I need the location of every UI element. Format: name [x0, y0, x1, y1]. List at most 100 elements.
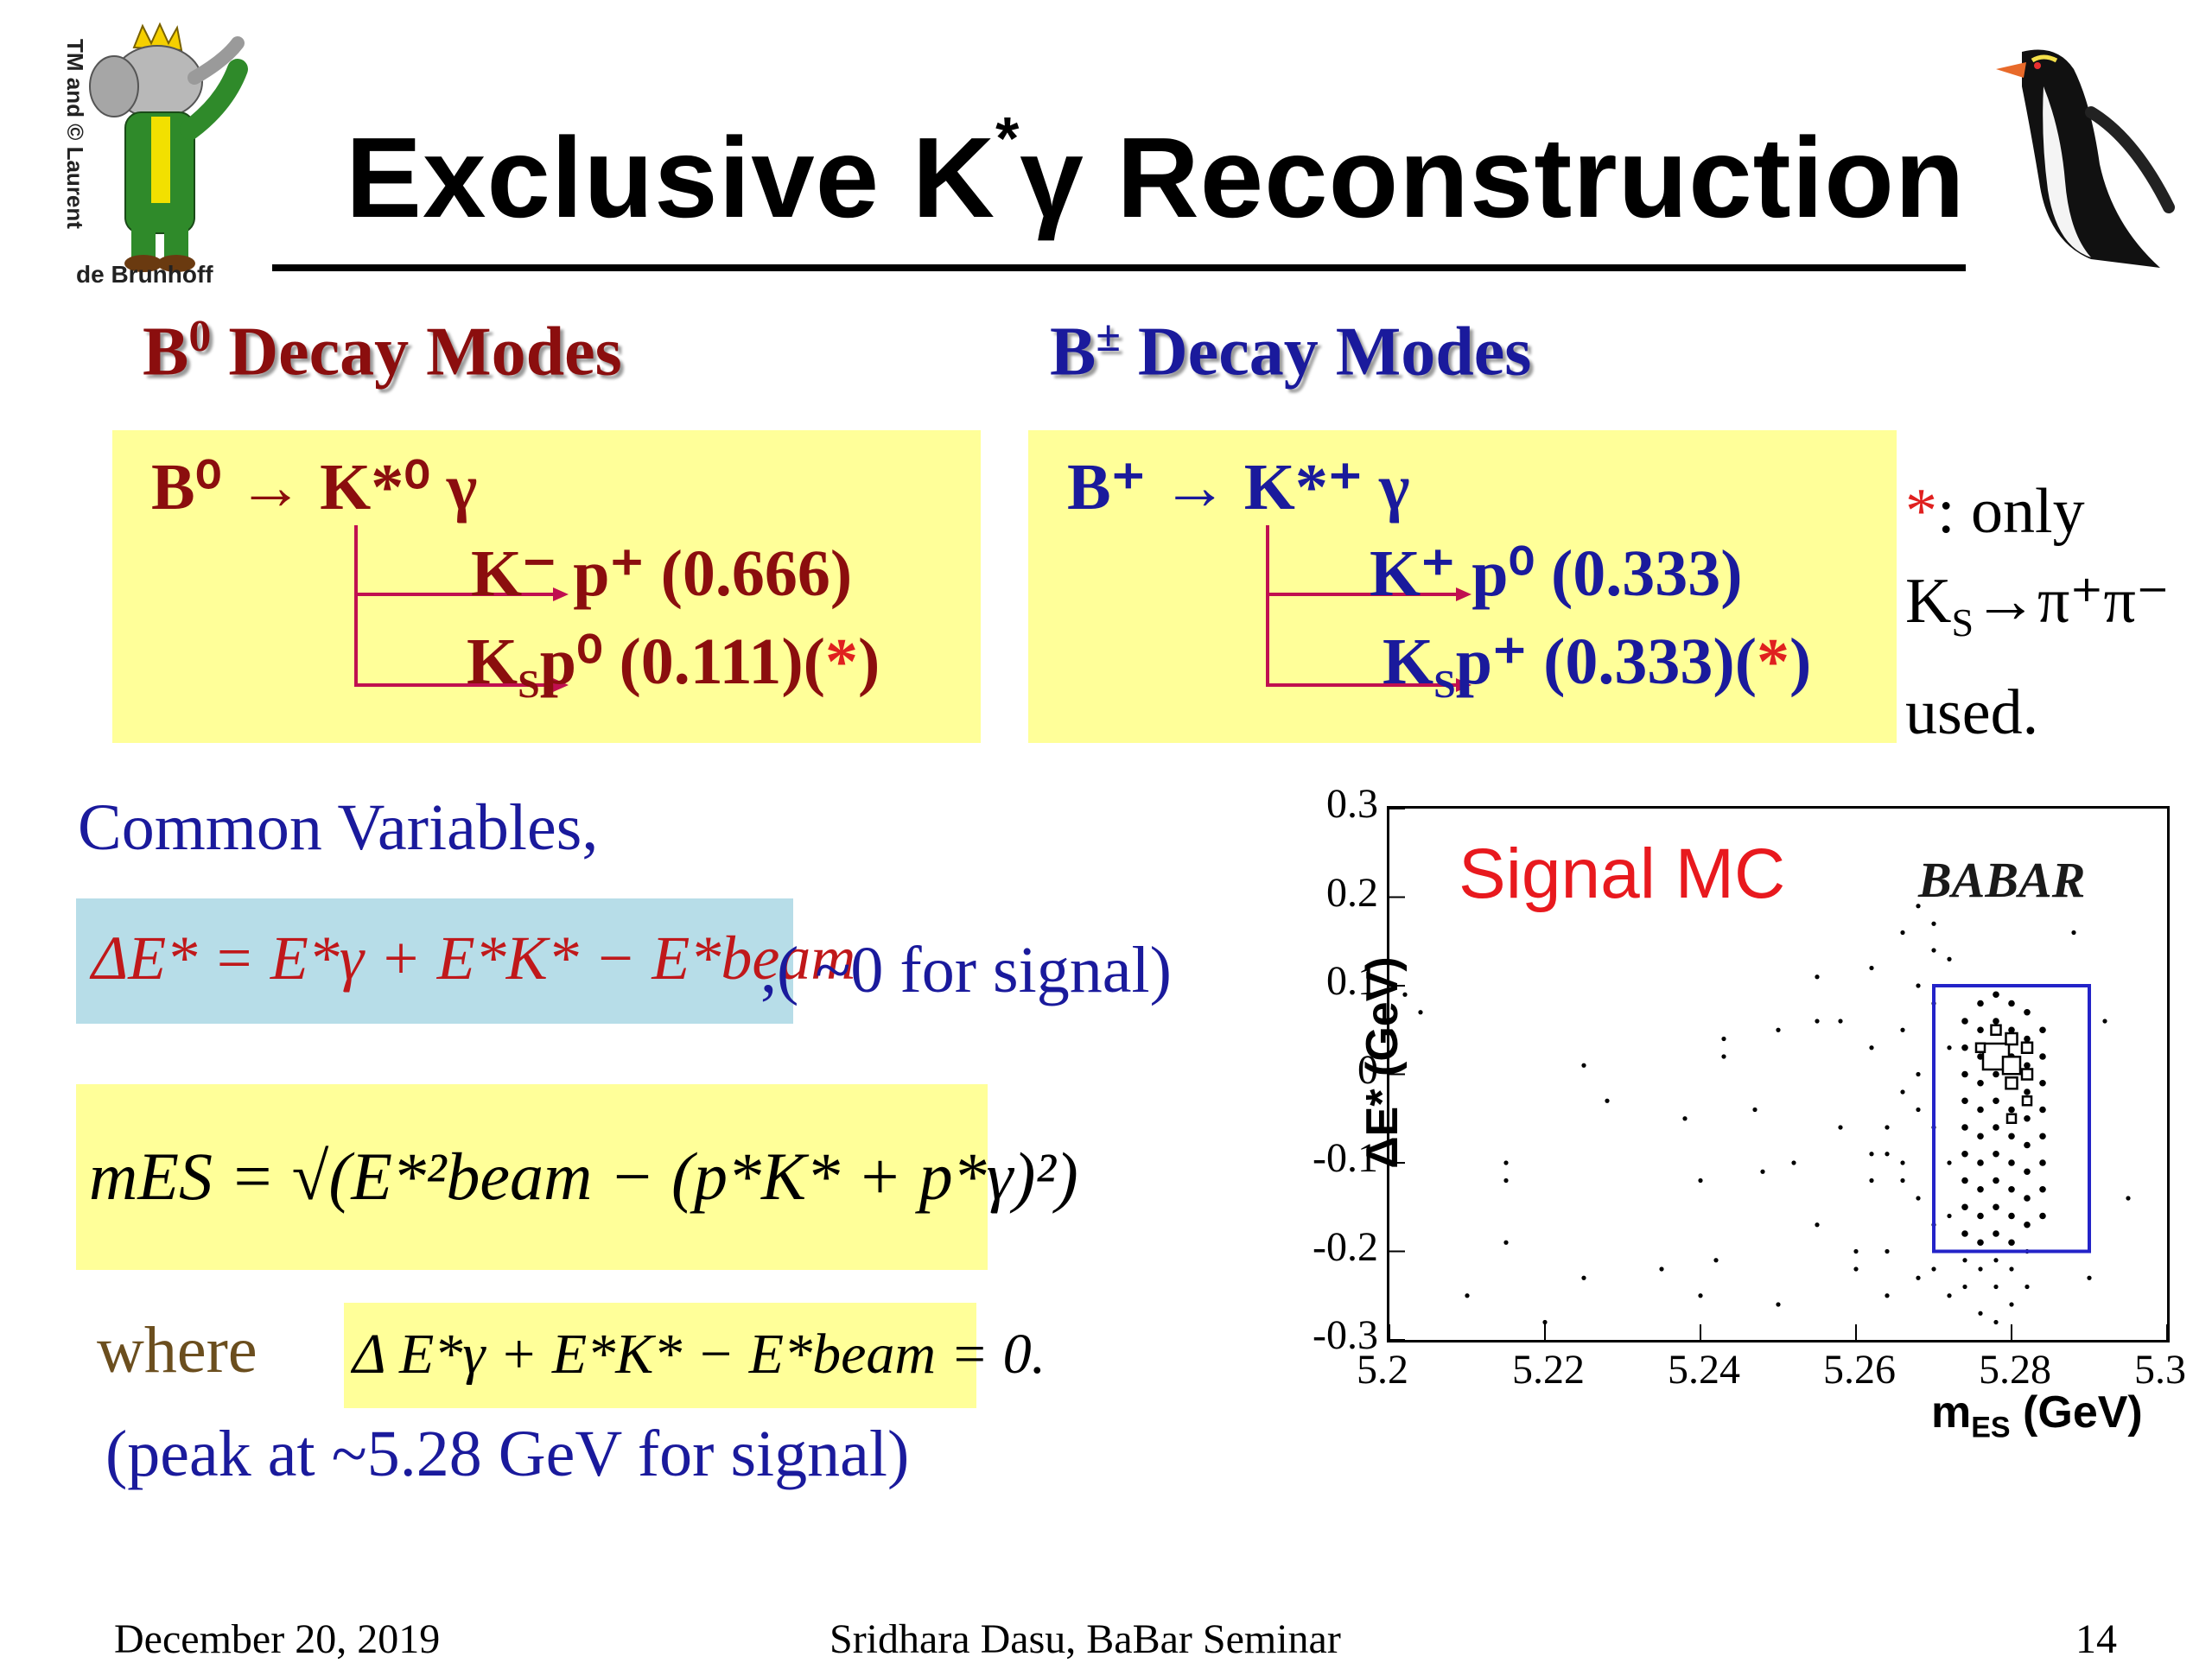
mes-formula: mES = √(E*²beam − (p*K* + p*γ)²): [89, 1139, 1078, 1214]
side-note-line1-text: : only: [1937, 476, 2085, 547]
scatter-point: [1961, 1097, 1968, 1105]
scatter-point: [1869, 965, 1874, 971]
scatter-point: [1931, 948, 1936, 953]
b0-mode2-end: ): [858, 625, 880, 698]
scatter-point: [2008, 1026, 2015, 1034]
side-note-line2-sub: S: [1951, 600, 1974, 644]
side-note-line2-pre: K: [1905, 566, 1952, 637]
bplus-heading-sup: ±: [1096, 312, 1121, 361]
x-tick-label: 5.28: [1979, 1347, 2051, 1393]
babar-label: BABAR: [1918, 852, 2086, 908]
scatter-point: [2024, 1141, 2031, 1149]
scatter-point: [1900, 1160, 1905, 1165]
scatter-point: [1869, 1152, 1874, 1157]
scatter-point: [1503, 1177, 1509, 1184]
where-formula: Δ E*γ + E*K* − E*beam = 0.: [353, 1323, 1046, 1386]
scatter-point: [1815, 1019, 1820, 1024]
scatter-point: [1993, 1319, 1999, 1325]
logo-credit-line1: TM and © Laurent: [62, 39, 88, 229]
scatter-point: [1791, 1160, 1796, 1165]
scatter-point: [2039, 1159, 2046, 1166]
where-label: where: [97, 1314, 257, 1387]
scatter-point: [2008, 1159, 2015, 1166]
slide-title: Exclusive K*γ Reconstruction: [346, 105, 1966, 243]
b0-mode2: KSp⁰ (0.111)(*): [467, 622, 880, 707]
scatter-point: [1465, 1293, 1470, 1298]
title-text-post: γ Reconstruction: [1020, 114, 1966, 241]
title-rule: [272, 264, 1966, 271]
scatter-point: [1713, 1258, 1719, 1263]
scatter-point: [1977, 1212, 1984, 1220]
scatter-point: [1885, 1125, 1890, 1130]
density-box: [1990, 1024, 2002, 1036]
bplus-mode2-end: ): [1789, 625, 1812, 698]
scatter-point: [1752, 1107, 1758, 1113]
scatter-point: [1993, 1230, 1999, 1237]
b0-decay-box: B⁰ → K*⁰ γ K⁻ p⁺ (0.666) KSp⁰ (0.111)(*): [112, 430, 981, 743]
scatter-point: [2008, 1212, 2015, 1220]
scatter-point: [1916, 1107, 1921, 1113]
b0-mode1: K⁻ p⁺ (0.666): [471, 537, 853, 610]
scatter-point: [1993, 1150, 1999, 1158]
scatter-point: [1418, 1010, 1423, 1015]
footer-page-number: 14: [2075, 1616, 2117, 1662]
scatter-point: [1993, 1097, 1999, 1105]
b0-heading-sup: 0: [188, 312, 212, 361]
scatter-point: [1869, 1177, 1874, 1184]
scatter-point: [1776, 1027, 1781, 1032]
side-note-line3: used.: [1905, 676, 2039, 748]
b0-mode2-ast: *: [825, 625, 858, 698]
scatter-point: [1900, 1177, 1905, 1184]
scatter-point: [1961, 1177, 1968, 1184]
scatter-point: [2008, 1106, 2015, 1114]
scatter-point: [1947, 1045, 1952, 1050]
y-tick-label: 0: [1357, 1046, 1378, 1093]
scatter-point: [1916, 1071, 1921, 1077]
scatter-point: [1961, 1070, 1968, 1078]
scatter-plot-frame: [1387, 806, 2170, 1342]
scatter-point: [2008, 1239, 2015, 1247]
y-axis-title: ΔE* (GeV): [1357, 956, 1408, 1169]
scatter-point: [1993, 1070, 1999, 1078]
scatter-point: [1993, 1258, 1999, 1263]
x-axis-title: mES (GeV): [1931, 1387, 2143, 1444]
bplus-heading-rest: Decay Modes: [1120, 314, 1532, 390]
bplus-branch-arrows: [1266, 525, 1471, 692]
scatter-point: [1402, 992, 1408, 997]
x-axis-title-sub: ES: [1971, 1411, 2011, 1444]
scatter-point: [2008, 1185, 2015, 1193]
x-axis-title-main: m: [1931, 1387, 1972, 1438]
scatter-point: [1916, 983, 1921, 988]
scatter-point: [2039, 1079, 2046, 1087]
scatter-point: [1993, 1124, 1999, 1131]
scatter-point: [2009, 1302, 2014, 1307]
peak-note: (peak at ~5.28 GeV for signal): [105, 1418, 910, 1490]
scatter-point: [1947, 1213, 1952, 1219]
x-tick-label: 5.26: [1823, 1347, 1896, 1393]
b0-heading-b: B: [143, 314, 189, 390]
title-text-sup: *: [995, 105, 1020, 172]
scatter-point: [1900, 1027, 1905, 1032]
where-formula-box: Δ E*γ + E*K* − E*beam = 0.: [344, 1303, 1046, 1408]
bplus-heading-b: B: [1050, 314, 1096, 390]
scatter-point: [1542, 1319, 1548, 1325]
bplus-heading: B± Decay Modes: [1050, 311, 1531, 392]
side-note-line2-post: →π⁺π⁻: [1974, 566, 2170, 637]
b0-mode2-pre: K: [467, 625, 518, 698]
bplus-mode1: K⁺ p⁰ (0.333): [1370, 537, 1743, 610]
signal-region-box: [1932, 984, 2091, 1254]
delta-e-formula: ΔE* = E*γ + E*K* − E*beam: [92, 924, 856, 993]
b0-heading: B0 Decay Modes: [143, 311, 622, 392]
bplus-mode2-post: p⁺ (0.333)(: [1455, 625, 1758, 698]
scatter-point: [2039, 1133, 2046, 1140]
scatter-point: [2024, 1168, 2031, 1176]
scatter-point: [2126, 1196, 2131, 1201]
scatter-point: [1721, 1036, 1726, 1042]
scatter-point: [1503, 1240, 1509, 1245]
density-box: [2020, 1041, 2034, 1054]
bplus-mode2-sub: S: [1433, 662, 1456, 707]
scatter-point: [1947, 956, 1952, 962]
density-box: [2005, 1113, 2018, 1124]
scatter-point: [1947, 1160, 1952, 1165]
title-text-pre: Exclusive K: [346, 114, 996, 241]
